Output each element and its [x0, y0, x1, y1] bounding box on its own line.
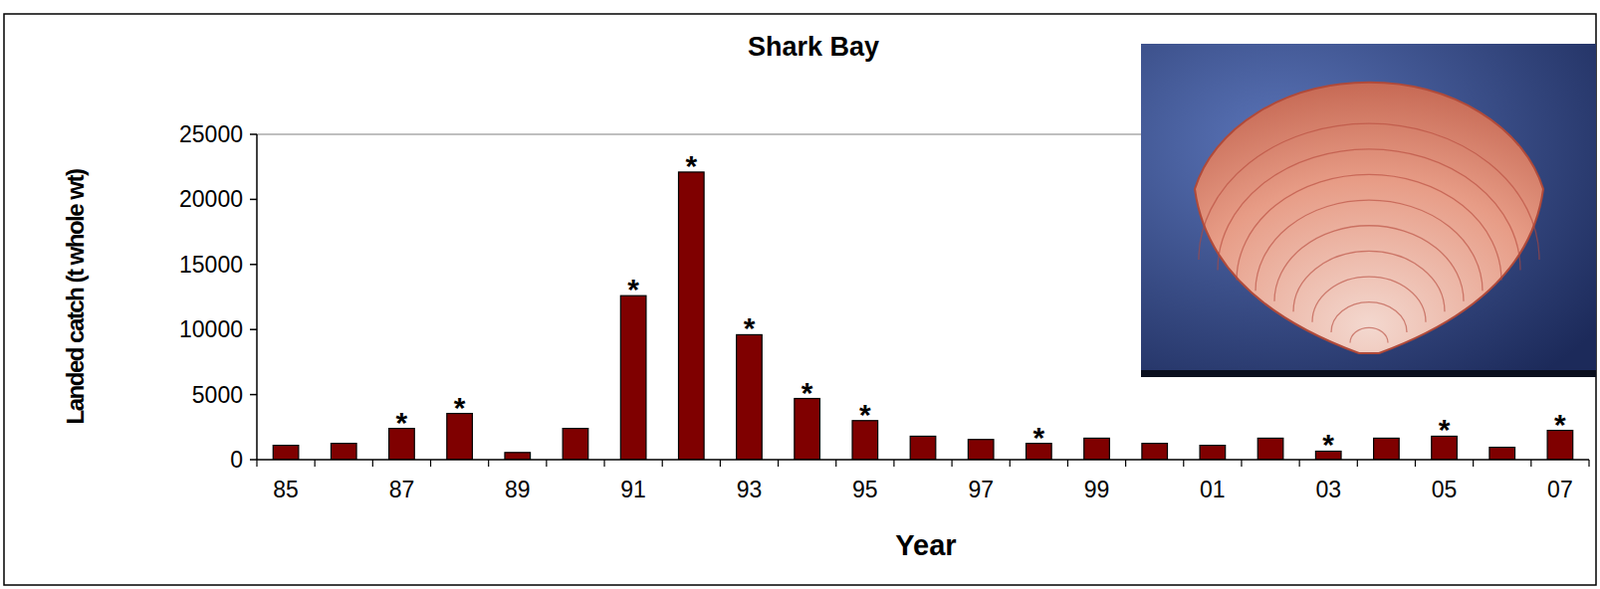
x-tick [430, 459, 432, 467]
shell-ring [1350, 327, 1388, 343]
x-tick [314, 459, 316, 467]
x-tick-label: 89 [504, 476, 531, 503]
x-tick [255, 459, 257, 467]
chart-title: Shark Bay [747, 31, 880, 62]
x-tick [1182, 459, 1184, 467]
y-tick-label: 5000 [192, 382, 243, 409]
x-tick-label: 93 [736, 476, 763, 503]
y-tick [249, 133, 257, 136]
x-tick [603, 459, 605, 467]
shell [1194, 82, 1544, 354]
x-tick [487, 459, 489, 467]
bar-annotation: * [859, 398, 872, 432]
x-tick [777, 459, 779, 467]
x-tick [1588, 459, 1590, 467]
shell-ring [1312, 276, 1426, 323]
x-tick [372, 459, 374, 467]
shell-ring [1331, 302, 1407, 333]
x-tick [1414, 459, 1416, 467]
bar [1489, 448, 1516, 460]
y-tick [249, 394, 257, 397]
bar [1257, 438, 1284, 460]
bar [910, 436, 936, 460]
x-tick [1299, 459, 1301, 467]
x-tick [1530, 459, 1532, 467]
x-tick [950, 459, 952, 467]
x-axis-line [256, 458, 1590, 461]
bar [1084, 438, 1111, 460]
x-tick-label: 91 [620, 476, 647, 503]
bar [967, 440, 994, 460]
x-tick [1125, 459, 1127, 467]
bar [504, 453, 531, 460]
y-tick [249, 328, 257, 331]
x-tick [1240, 459, 1242, 467]
chart-root: Shark Bay * * * * * * * * * * * 0 5000 10000 15000 20000… [0, 0, 1600, 589]
bar [1199, 446, 1226, 460]
bar [1373, 438, 1400, 460]
y-tick-label: 25000 [179, 121, 243, 148]
x-tick-label: 85 [272, 476, 299, 503]
bar-annotation: * [685, 149, 697, 183]
y-axis-title: Landed catch (t whole wt) [61, 169, 89, 425]
y-tick-label: 20000 [179, 186, 243, 213]
x-tick [1357, 459, 1359, 467]
bar-annotation: * [801, 376, 814, 410]
x-tick-label: 87 [389, 476, 416, 503]
bar [562, 429, 589, 460]
bar [272, 446, 299, 460]
bar [620, 295, 647, 460]
photo-inset [1141, 43, 1597, 378]
y-tick-label: 10000 [179, 316, 243, 343]
x-tick-label: 05 [1431, 476, 1458, 503]
x-tick [1472, 459, 1474, 467]
y-tick-label: 0 [229, 447, 243, 473]
x-tick [719, 459, 721, 467]
y-tick [249, 263, 257, 266]
bar [1142, 444, 1168, 460]
bar-annotation: * [1438, 413, 1451, 447]
shell-ring [1274, 226, 1464, 302]
y-tick [249, 458, 257, 461]
bar-annotation: * [1322, 428, 1335, 461]
x-tick [1067, 459, 1069, 467]
y-tick [249, 199, 257, 202]
x-tick-label: 03 [1315, 476, 1342, 503]
shell-ring [1293, 250, 1445, 312]
bar [736, 334, 763, 460]
bar-annotation: * [743, 311, 756, 345]
shell-ring [1255, 200, 1483, 291]
y-tick-label: 15000 [179, 251, 243, 278]
shell-ring [1236, 174, 1502, 280]
photo-edge [1141, 370, 1597, 378]
bar-annotation: * [627, 272, 640, 306]
bar-annotation: * [454, 391, 466, 425]
bar-annotation: * [396, 406, 409, 440]
x-tick [1009, 459, 1011, 467]
x-tick [835, 459, 837, 467]
shell-ring [1198, 123, 1540, 260]
x-tick [545, 459, 547, 467]
x-tick [662, 459, 664, 467]
bar [679, 172, 705, 460]
x-tick-label: 95 [852, 476, 879, 503]
y-axis-line [255, 134, 258, 460]
x-tick-label: 97 [967, 476, 994, 503]
chart-frame [3, 13, 1597, 586]
photo-background [1141, 43, 1597, 378]
shell-ring [1217, 149, 1521, 271]
x-axis-title: Year [895, 529, 956, 562]
x-tick-label: 99 [1084, 476, 1111, 503]
bar [330, 444, 357, 460]
bar-annotation: * [1554, 408, 1567, 442]
x-tick-label: 01 [1199, 476, 1226, 503]
x-tick-label: 07 [1547, 476, 1574, 503]
bar-annotation: * [1033, 421, 1046, 455]
x-tick [893, 459, 895, 467]
chart-svg: Shark Bay * * * * * * * * * * * 0 5000 10000 15000 20000… [0, 0, 1600, 589]
